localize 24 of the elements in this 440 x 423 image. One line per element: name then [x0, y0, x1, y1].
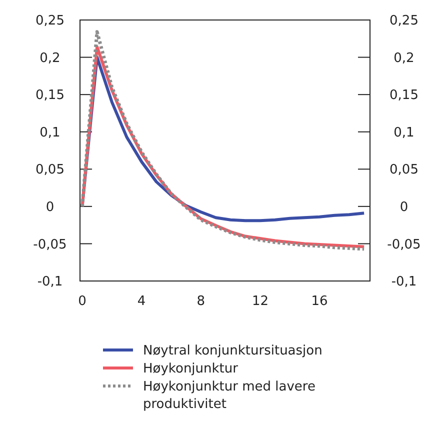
x-tick-label: 0	[78, 294, 86, 309]
y-tick-label: 0	[46, 200, 54, 215]
y2-tick-label: 0,05	[390, 162, 418, 178]
y2-tick-label: 0	[400, 200, 408, 215]
y2-tick-label: -0,1	[391, 274, 417, 290]
y2-tick-label: 0,25	[390, 14, 418, 29]
y2-tick-label: 0,15	[390, 88, 418, 104]
y2-tick-label: -0,05	[387, 237, 421, 252]
y-tick-label: 0,15	[36, 88, 64, 104]
legend-label: Høykonjunktur	[143, 362, 239, 377]
y-tick-label: -0,05	[33, 237, 67, 252]
y-tick-label: 0,05	[36, 162, 64, 178]
x-tick-label: 8	[196, 294, 206, 309]
y-tick-label: -0,1	[37, 274, 63, 290]
y-tick-label: 0,2	[40, 50, 60, 66]
legend-label: Nøytral konjunktursituasjon	[143, 344, 322, 359]
x-tick-label: 12	[252, 294, 269, 309]
x-tick-label: 4	[137, 294, 146, 309]
y-tick-label: 0,25	[36, 14, 64, 29]
y2-tick-label: 0,2	[394, 50, 414, 66]
legend-label: Høykonjunktur med lavere produktivitet	[143, 380, 316, 412]
y2-tick-label: 0,1	[394, 125, 414, 140]
y-tick-label: 0,1	[40, 125, 60, 140]
x-tick-label: 16	[311, 294, 328, 309]
